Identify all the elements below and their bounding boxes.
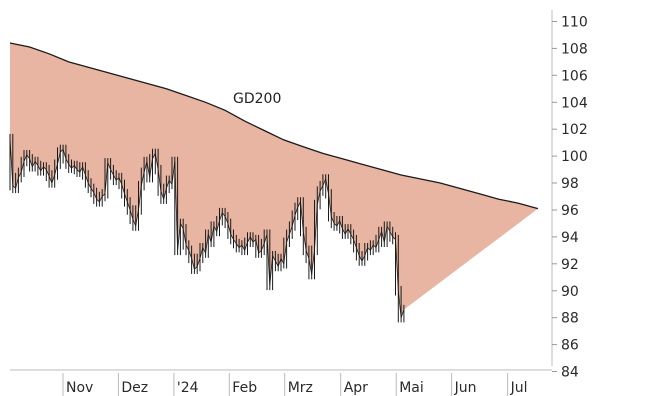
x-tick-label: Mrz <box>288 380 313 396</box>
y-tick-label: 98 <box>561 176 579 192</box>
plot-area <box>9 42 539 323</box>
x-tick-label: Jun <box>454 380 477 396</box>
y-tick-label: 90 <box>561 284 579 300</box>
y-tick-label: 96 <box>561 203 579 219</box>
gd200-deviation-area <box>10 43 538 318</box>
x-tick-label: Apr <box>344 380 368 396</box>
y-tick-label: 104 <box>561 95 588 111</box>
y-tick-label: 110 <box>561 15 588 31</box>
y-tick-label: 102 <box>561 122 588 138</box>
x-tick-label: Jul <box>510 380 528 396</box>
y-tick-label: 108 <box>561 41 588 57</box>
y-tick-label: 88 <box>561 311 579 327</box>
y-tick-label: 94 <box>561 230 579 246</box>
y-tick-label: 106 <box>561 68 588 84</box>
x-tick-label: Feb <box>232 380 257 396</box>
x-tick-label: Mai <box>399 380 424 396</box>
x-axis: Nov Dez '24 Feb Mrz Apr Mai Jun Jul <box>62 373 528 396</box>
y-tick-label: 84 <box>561 365 579 381</box>
gd200-line <box>9 42 539 210</box>
y-tick-label: 100 <box>561 149 588 165</box>
y-tick-label: 86 <box>561 338 579 354</box>
x-tick-label: Nov <box>66 380 93 396</box>
gd200-annotation: GD200 <box>233 91 281 107</box>
y-axis: 84 86 88 90 92 94 96 98 100 102 104 106 108 110 <box>552 15 588 381</box>
x-tick-label: Dez <box>121 380 148 396</box>
price-line <box>9 138 405 318</box>
y-tick-label: 92 <box>561 257 579 273</box>
x-tick-label: '24 <box>177 380 199 396</box>
